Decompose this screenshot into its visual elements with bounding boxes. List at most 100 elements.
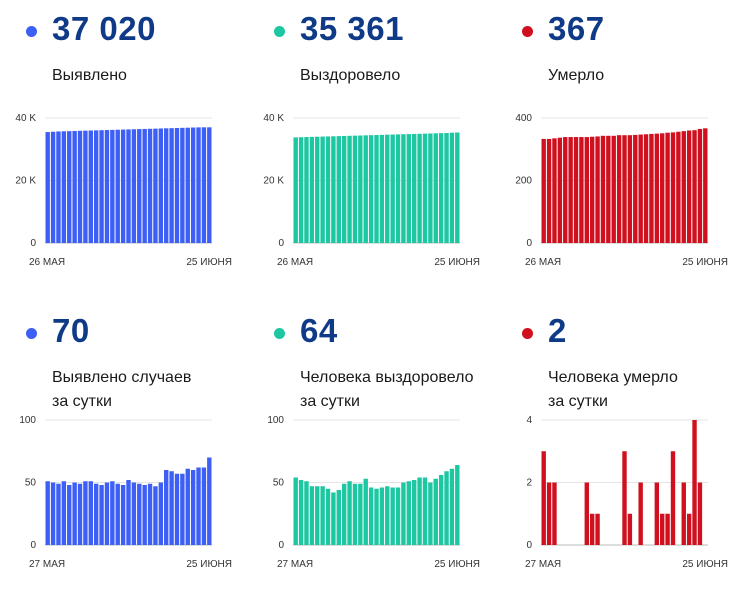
bar xyxy=(552,138,557,243)
bar xyxy=(622,135,627,243)
bar xyxy=(83,481,88,545)
bar xyxy=(412,480,417,545)
bar xyxy=(158,128,164,243)
bar xyxy=(374,488,379,545)
bar xyxy=(331,492,336,545)
bar xyxy=(341,135,347,243)
bar xyxy=(368,487,374,545)
bullet-dot-icon xyxy=(522,26,533,37)
bar xyxy=(401,134,406,243)
bar xyxy=(422,477,428,545)
bar xyxy=(692,420,697,545)
bar xyxy=(50,482,56,545)
bar xyxy=(638,482,643,545)
y-tick-label: 50 xyxy=(25,478,37,489)
bar xyxy=(401,482,406,545)
bar xyxy=(83,130,88,243)
x-end-label: 25 ИЮНЯ xyxy=(682,559,728,570)
bar xyxy=(595,513,600,545)
bar xyxy=(110,481,115,545)
bar xyxy=(638,134,643,243)
panel-detected-total: 37 020 Выявлено 40 K 20 K 0 26 МАЯ 25 ИЮНЯ xyxy=(0,0,240,300)
y-tick-label: 40 K xyxy=(263,113,284,124)
bar xyxy=(180,127,185,243)
bar xyxy=(347,135,352,243)
y-tick-label: 40 K xyxy=(15,113,36,124)
stat-value: 2 xyxy=(548,312,567,349)
bar xyxy=(164,128,169,243)
bar xyxy=(584,482,589,545)
bar xyxy=(99,130,104,243)
bar xyxy=(174,473,180,545)
bar xyxy=(455,132,460,243)
bar-chart: 40 K 20 K 0 26 МАЯ 25 ИЮНЯ xyxy=(263,113,480,268)
bar xyxy=(190,127,196,243)
bar xyxy=(77,483,83,545)
bar xyxy=(395,487,401,545)
bar xyxy=(104,130,110,243)
bullet-dot-icon xyxy=(274,328,285,339)
bar xyxy=(676,131,681,243)
bar xyxy=(331,136,336,243)
bar xyxy=(595,136,600,243)
bar xyxy=(137,129,142,243)
bar xyxy=(358,483,363,545)
y-tick-label: 0 xyxy=(30,540,36,551)
bar xyxy=(438,475,444,545)
bar-chart: 4 2 0 27 МАЯ 25 ИЮНЯ xyxy=(525,415,728,570)
x-end-label: 25 ИЮНЯ xyxy=(186,257,232,268)
panel-deaths-total: 367 Умерло 400 200 0 26 МАЯ 25 ИЮНЯ xyxy=(496,0,736,300)
bar xyxy=(315,486,320,545)
bar xyxy=(196,467,201,545)
bar xyxy=(438,133,444,243)
bar xyxy=(395,134,401,243)
y-tick-label: 0 xyxy=(526,540,532,551)
bar xyxy=(665,513,670,545)
bar xyxy=(417,477,422,545)
bar xyxy=(190,470,196,545)
bar xyxy=(304,137,309,243)
bar xyxy=(600,135,606,243)
bar xyxy=(115,483,120,545)
bar xyxy=(622,451,627,545)
x-start-label: 26 МАЯ xyxy=(29,257,65,268)
bar xyxy=(56,131,61,243)
bar xyxy=(633,134,638,244)
bullet-dot-icon xyxy=(274,26,285,37)
bar xyxy=(126,480,131,545)
bar xyxy=(104,482,110,545)
bar xyxy=(72,482,77,545)
x-start-label: 27 МАЯ xyxy=(29,559,65,570)
stat-label: Человека выздоровело за сутки xyxy=(300,369,474,410)
bar xyxy=(390,134,395,243)
bar xyxy=(88,481,93,545)
x-start-label: 26 МАЯ xyxy=(525,257,561,268)
bar xyxy=(363,135,368,243)
panel-detected-daily: 70 Выявлено случаев за сутки 100 50 0 27 МАЯ 25… xyxy=(0,302,240,602)
bar xyxy=(72,130,77,243)
bar xyxy=(686,513,692,545)
stat-label: Выздоровело xyxy=(300,67,401,84)
y-tick-label: 100 xyxy=(267,415,284,426)
bar xyxy=(298,137,304,243)
bar xyxy=(697,128,703,243)
bar xyxy=(385,486,390,545)
bar xyxy=(579,137,584,243)
x-start-label: 27 МАЯ xyxy=(525,559,561,570)
x-end-label: 25 ИЮНЯ xyxy=(434,257,480,268)
bar xyxy=(449,132,455,243)
bar xyxy=(627,513,633,545)
bar xyxy=(341,483,347,545)
bar xyxy=(142,485,147,545)
stat-value: 64 xyxy=(300,312,338,349)
bar xyxy=(320,486,325,545)
bar xyxy=(315,136,320,243)
bar xyxy=(309,486,315,545)
bar xyxy=(546,138,552,243)
y-tick-label: 0 xyxy=(30,238,36,249)
bar xyxy=(336,136,341,244)
x-end-label: 25 ИЮНЯ xyxy=(186,559,232,570)
bar xyxy=(649,133,654,243)
bar-chart: 100 50 0 27 МАЯ 25 ИЮНЯ xyxy=(267,415,480,570)
bar xyxy=(374,135,379,243)
